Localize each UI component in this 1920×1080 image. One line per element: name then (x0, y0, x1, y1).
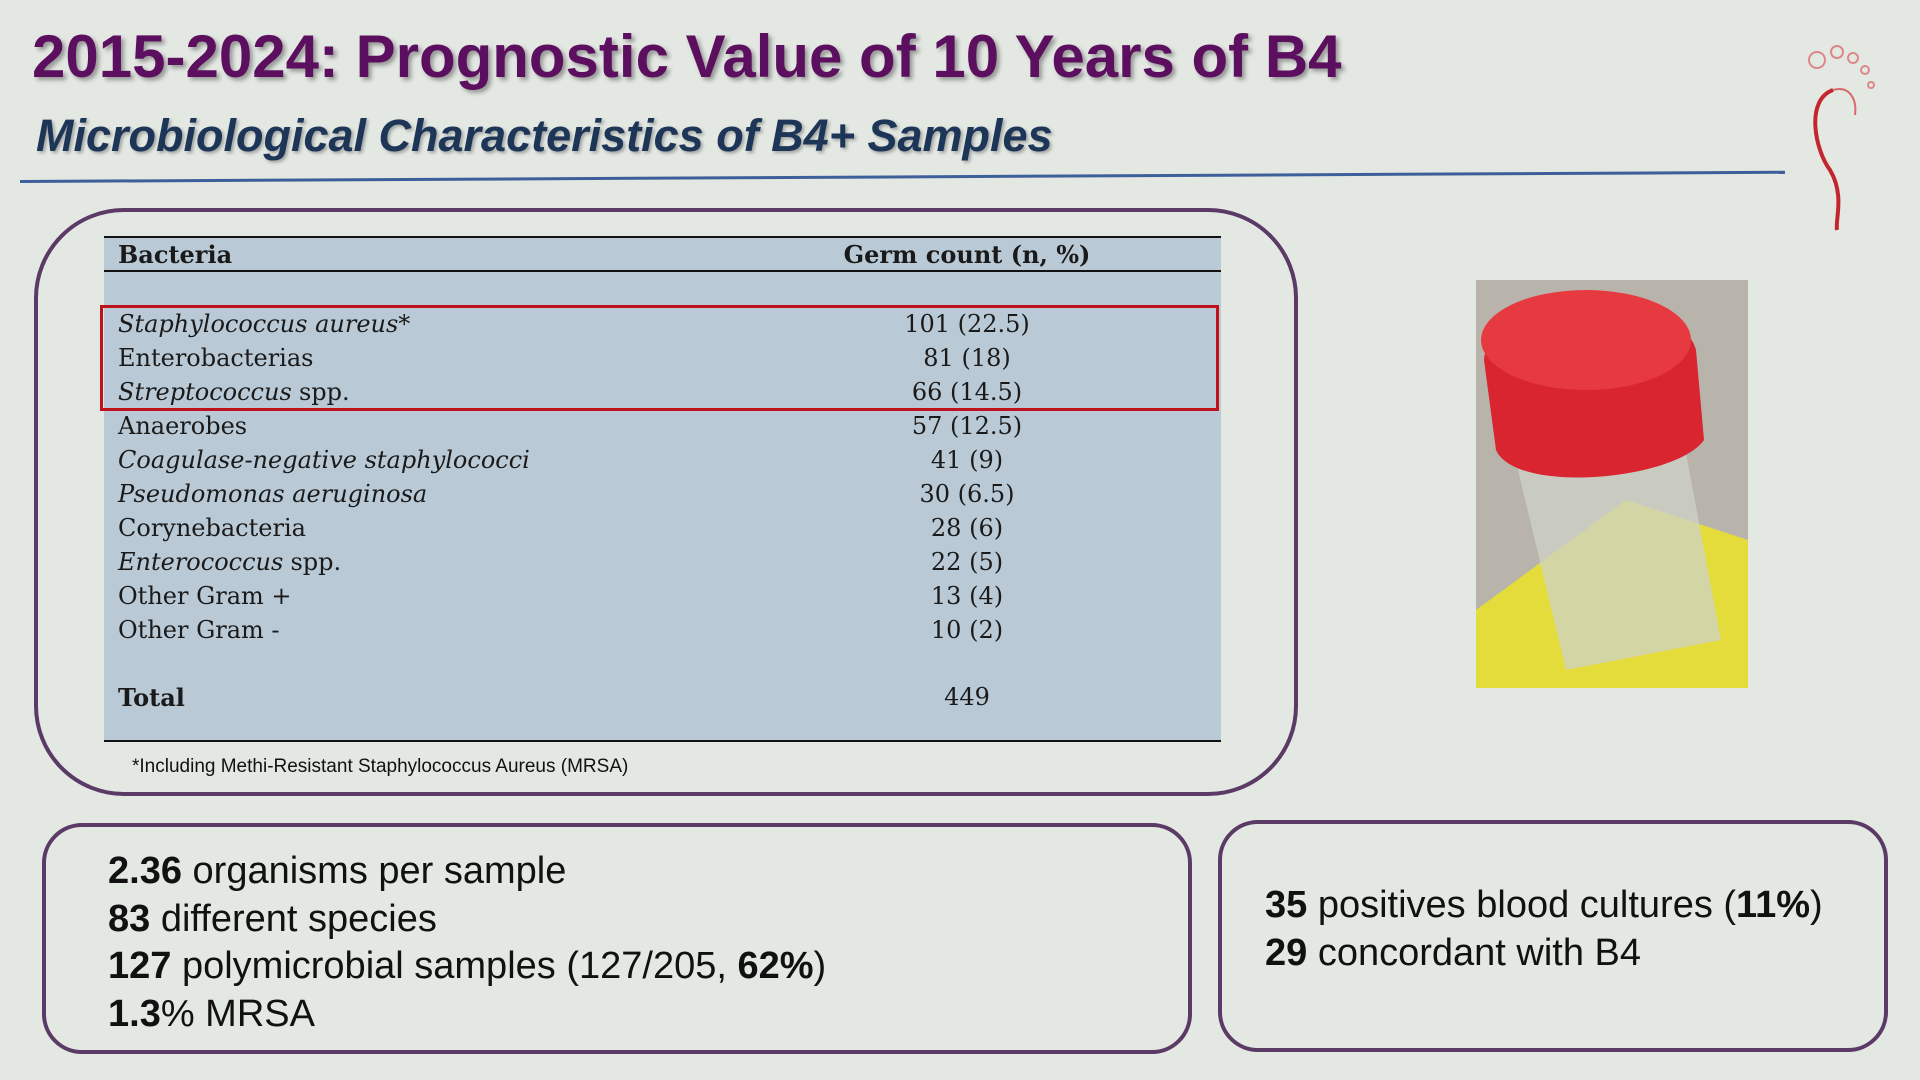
total-count: 449 (944, 683, 990, 711)
stat-text: polymicrobial samples (127/205, (171, 945, 738, 987)
bacteria-name: Staphylococcus aureus* (118, 310, 411, 338)
logo-toe (1808, 51, 1826, 69)
spacer-cell (713, 647, 1221, 680)
highlight-box (100, 305, 1219, 411)
total-row: Total 449 (104, 680, 1221, 714)
spacer-cell (713, 271, 1221, 307)
bacteria-name: Coagulase-negative staphylococci (118, 446, 530, 474)
table-row: Coagulase-negative staphylococci 41 (9) (104, 443, 1221, 477)
bacteria-cell: Enterobacterias (104, 341, 713, 375)
germ-table: Bacteria Germ count (n, %) Staphylococcus … (104, 238, 1221, 714)
stat-text: 62% (737, 945, 814, 987)
total-label: Total (118, 682, 185, 712)
bacteria-cell: Anaerobes (104, 409, 713, 443)
bacteria-name: Pseudomonas aeruginosa (118, 480, 428, 508)
count-cell: 22 (5) (930, 548, 1004, 576)
bacteria-suffix: spp. (298, 378, 350, 406)
footnote: *Including Methi-Resistant Staphylococcu… (132, 756, 629, 777)
stats-right: 35 positives blood cultures (11%) 29 conc… (1265, 882, 1823, 977)
count-cell: 10 (2) (930, 616, 1004, 644)
stat-text: different species (150, 897, 437, 940)
table-row: Other Gram - 10 (2) (104, 613, 1221, 647)
bacteria-cell: Enterococcus spp. (104, 545, 713, 579)
stat-text: 29 (1265, 931, 1308, 974)
stat-text: ) (1810, 884, 1823, 926)
table-row: Staphylococcus aureus* 101 (22.5) (104, 307, 1221, 341)
bacteria-name: Enterobacterias (118, 344, 314, 372)
count-cell: 57 (12.5) (911, 412, 1023, 440)
stats-left: 2.36 organisms per sample 83 different sp… (108, 848, 826, 1038)
table-frame (34, 208, 1298, 796)
stat-text: 11% (1736, 884, 1811, 926)
photo (1476, 280, 1748, 688)
stat-text: concordant with B4 (1307, 931, 1642, 974)
stat-line: 35 positives blood cultures (11%) (1265, 882, 1823, 930)
bacteria-name: Enterococcus (118, 548, 284, 576)
stat-text: 127 (108, 945, 172, 987)
bacteria-cell: Corynebacteria (104, 511, 713, 545)
title: 2015-2024: Prognostic Value of 10 Years … (32, 23, 1342, 90)
table-row: Corynebacteria 28 (6) (104, 511, 1221, 545)
stat-line: 29 concordant with B4 (1265, 930, 1823, 978)
stat-text: % MRSA (160, 992, 315, 1035)
table-row: Other Gram + 13 (4) (104, 579, 1221, 613)
stat-line: 1.3% MRSA (108, 991, 826, 1039)
spacer-cell (104, 271, 713, 307)
stat-text: 1.3 (108, 992, 161, 1035)
stat-text: ) (813, 945, 827, 987)
spacer-cell (104, 647, 713, 680)
table: Bacteria Germ count (n, %) Staphylococcus … (100, 236, 1221, 742)
logo-foot (1813, 88, 1841, 231)
bacteria-suffix: spp. (290, 548, 342, 576)
table-row: Streptococcus spp. 66 (14.5) (104, 375, 1221, 409)
bacteria-name: Streptococcus (118, 378, 292, 406)
bacteria-name: Corynebacteria (118, 514, 306, 542)
bacteria-cell: Other Gram - (104, 613, 713, 647)
logo-toe (1860, 65, 1870, 75)
table-row: Anaerobes 57 (12.5) (104, 409, 1221, 443)
bacteria-cell: Other Gram + (104, 579, 713, 613)
stat-line: 2.36 organisms per sample (108, 848, 826, 896)
logo-toe (1847, 52, 1859, 64)
stat-text: organisms per sample (181, 850, 567, 892)
spacer (104, 647, 1221, 680)
table-row: Enterobacterias 81 (18) (104, 341, 1221, 375)
count-cell: 101 (22.5) (904, 310, 1030, 338)
bacteria-cell: Coagulase-negative staphylococci (104, 443, 713, 477)
logo-toe (1867, 81, 1875, 89)
stat-text: 83 (108, 897, 151, 940)
subtitle: Microbiological Characteristics of B4+ S… (36, 110, 1053, 161)
photo-cap-top (1481, 290, 1691, 390)
bacteria-name: Other Gram + (118, 582, 292, 610)
stat-text: 2.36 (108, 850, 182, 892)
header-cell: Bacteria (104, 238, 713, 272)
count-cell: 41 (9) (930, 446, 1004, 474)
logo (1808, 45, 1875, 231)
count-cell: 66 (14.5) (911, 378, 1023, 406)
divider (19, 170, 1785, 183)
stats-box (1218, 820, 1888, 1052)
table-row: Pseudomonas aeruginosa 30 (6.5) (104, 477, 1221, 511)
header-row: Bacteria Germ count (n, %) (104, 238, 1221, 272)
spacer (104, 271, 1221, 307)
logo-foot (1832, 88, 1857, 116)
logo-toe (1830, 45, 1844, 59)
stat-text: 35 (1265, 884, 1308, 926)
bacteria-cell: Staphylococcus aureus* (104, 307, 713, 341)
bacteria-name: Other Gram - (118, 616, 280, 644)
table-row: Enterococcus spp. 22 (5) (104, 545, 1221, 579)
stat-text: positives blood cultures ( (1307, 884, 1737, 926)
count-cell: 81 (18) (923, 344, 1011, 372)
bacteria-cell: Pseudomonas aeruginosa (104, 477, 713, 511)
bacteria-cell: Streptococcus spp. (104, 375, 713, 409)
bacteria-name: Anaerobes (118, 412, 248, 440)
count-cell: 30 (6.5) (919, 480, 1015, 508)
stats-box (42, 823, 1192, 1054)
count-cell: 28 (6) (930, 514, 1004, 542)
stat-line: 83 different species (108, 896, 826, 944)
count-cell: 13 (4) (930, 582, 1004, 610)
stat-line: 127 polymicrobial samples (127/205, 62%) (108, 943, 826, 991)
header-cell: Germ count (n, %) (713, 238, 1221, 272)
